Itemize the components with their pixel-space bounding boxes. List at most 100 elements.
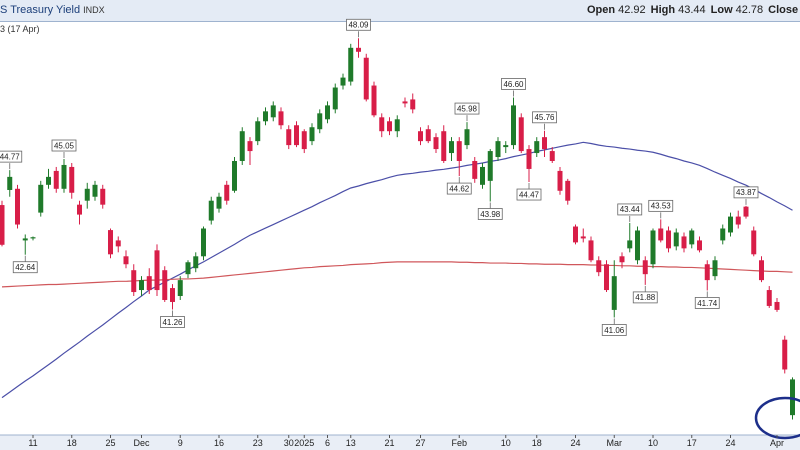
x-tick-label: 11: [28, 438, 37, 448]
candle-body: [573, 226, 578, 243]
candle-body: [464, 129, 470, 146]
candle-body: [170, 288, 175, 302]
candle-body: [255, 121, 261, 142]
candle-body: [185, 262, 191, 275]
exchange: INDX: [83, 5, 105, 15]
moving-average: [1, 141, 793, 399]
candle-body: [239, 131, 245, 161]
annotation-label: 43.87: [736, 188, 757, 197]
candle-body: [658, 228, 664, 241]
candle-body: [131, 270, 137, 293]
annotation-box: [346, 18, 371, 31]
x-tick-label: 18: [67, 438, 77, 448]
candle-body: [224, 184, 230, 201]
candle-body: [162, 270, 168, 300]
candle-body: [604, 264, 609, 291]
candle-body: [518, 117, 524, 152]
candle-body: [92, 184, 98, 197]
candle-body: [294, 125, 299, 146]
annotation-label: 41.06: [604, 326, 625, 335]
x-tick-label: 10: [501, 438, 511, 448]
annotation-box: [516, 188, 542, 201]
quote-value: 43.44: [678, 4, 706, 16]
annotation-box: [0, 150, 23, 163]
candle-body: [588, 240, 594, 261]
candle-body: [425, 129, 431, 142]
annotation-label: 48.09: [348, 21, 369, 30]
x-tick-label: Mar: [607, 438, 623, 448]
candle-body: [735, 216, 741, 225]
candle-body: [433, 137, 439, 150]
x-tick-label: Apr: [770, 438, 784, 448]
annotation-label: 45.98: [457, 104, 478, 113]
candle-body: [53, 170, 59, 189]
candle-body: [247, 141, 253, 152]
candle-body: [317, 113, 323, 130]
candle-body: [100, 188, 106, 205]
quote-value: 42.78: [735, 4, 764, 16]
candle-body: [348, 47, 354, 82]
symbol-title: S Treasury Yield INDX: [0, 4, 105, 16]
candle-body: [309, 127, 315, 142]
annotation-box: [477, 208, 503, 220]
candle-body: [363, 57, 369, 100]
candle-body: [534, 141, 540, 154]
x-tick-label: 25: [105, 438, 115, 448]
candle-body: [22, 238, 28, 241]
candle-body: [627, 240, 633, 249]
annotation-box: [648, 199, 674, 212]
annotation-box: [601, 324, 627, 336]
annotation-box: [617, 203, 643, 216]
candle-body: [456, 141, 462, 161]
candle-body: [782, 339, 788, 370]
quote-label: Low: [710, 4, 733, 16]
candle-body: [332, 87, 338, 110]
candle-body: [84, 188, 90, 201]
candle-body: [635, 230, 640, 261]
candle-body: [77, 204, 82, 215]
candle-body: [123, 256, 129, 265]
candle-body: [728, 216, 733, 233]
x-tick-label: 30: [284, 438, 294, 448]
highlight-circle: [754, 396, 800, 440]
quote-label: High: [650, 4, 676, 16]
candle-body: [46, 176, 51, 185]
candle-body: [216, 196, 222, 209]
annotation-box: [694, 297, 720, 309]
candle-body: [619, 256, 625, 263]
candle-body: [0, 205, 5, 245]
candle-body: [503, 145, 509, 148]
note: 3 (17 Apr): [0, 24, 40, 34]
candle-body: [394, 119, 400, 132]
candle-body: [30, 237, 36, 239]
x-axis-strip: [0, 435, 800, 450]
candle-body: [774, 301, 780, 310]
candle-body: [38, 184, 44, 213]
annotation-label: 45.05: [54, 141, 75, 150]
candle-body: [278, 111, 284, 126]
candle-body: [232, 160, 237, 191]
annotation-label: 44.62: [449, 184, 470, 193]
candle-body: [712, 260, 718, 277]
annotation-label: 42.64: [15, 263, 36, 272]
candle-body: [673, 232, 679, 247]
candle-body: [402, 101, 408, 104]
candle-body: [193, 256, 199, 269]
candle-body: [766, 290, 772, 306]
annotation-box: [454, 102, 480, 115]
quote-label: Close: [768, 4, 799, 16]
candle-body: [441, 131, 447, 161]
x-tick-label: 18: [532, 438, 542, 448]
annotation-box: [160, 316, 185, 328]
annotation-label: 41.74: [697, 299, 718, 308]
x-tick-label: 27: [415, 438, 425, 448]
candle-body: [472, 160, 478, 179]
annotation-box: [51, 139, 77, 152]
x-tick-label: 16: [214, 438, 224, 448]
candle-body: [751, 230, 757, 255]
candle-body: [154, 250, 160, 291]
x-tick-label: 24: [725, 438, 735, 448]
x-tick-label: 2025: [294, 438, 314, 448]
candle-body: [790, 379, 795, 416]
x-tick-label: 23: [253, 438, 263, 448]
